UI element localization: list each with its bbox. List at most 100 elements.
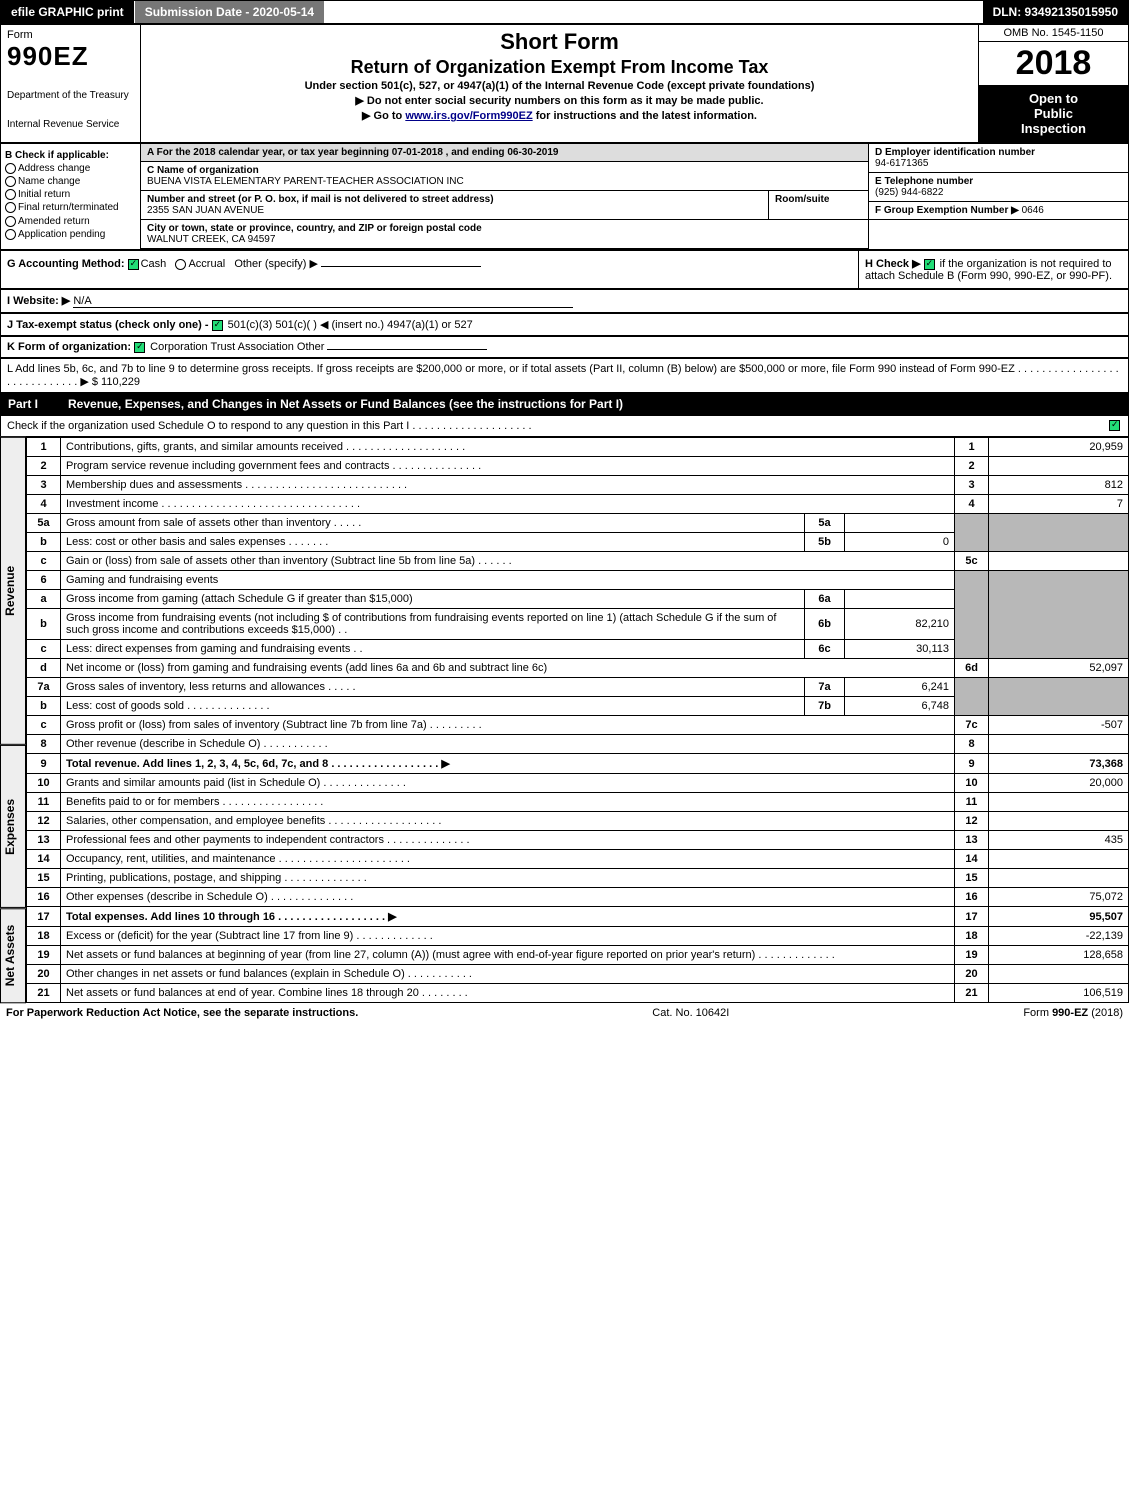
city-label: City or town, state or province, country… xyxy=(147,223,862,234)
page-footer: For Paperwork Reduction Act Notice, see … xyxy=(0,1003,1129,1023)
f-label: F Group Exemption Number ▶ xyxy=(875,205,1019,216)
header-left: Form 990EZ Department of the Treasury In… xyxy=(1,25,141,142)
header-right: OMB No. 1545-1150 2018 Open to Public In… xyxy=(978,25,1128,142)
addr-cell: Number and street (or P. O. box, if mail… xyxy=(141,191,768,219)
chk-schedule-o[interactable] xyxy=(1109,420,1120,431)
i-row: I Website: ▶ N/A xyxy=(0,289,1129,313)
form-label: Form xyxy=(7,29,134,41)
addr: 2355 SAN JUAN AVENUE xyxy=(147,205,762,216)
efile-print-button[interactable]: efile GRAPHIC print xyxy=(1,1,135,23)
row-1: 1Contributions, gifts, grants, and simil… xyxy=(27,438,1129,457)
j-row: J Tax-exempt status (check only one) - 5… xyxy=(0,313,1129,336)
dept-treasury: Department of the Treasury xyxy=(7,90,134,101)
l-val: 110,229 xyxy=(101,376,140,388)
row-14: 14Occupancy, rent, utilities, and mainte… xyxy=(27,850,1129,869)
form-header: Form 990EZ Department of the Treasury In… xyxy=(0,24,1129,143)
goto-link: ▶ Go to www.irs.gov/Form990EZ for instru… xyxy=(151,109,968,122)
k-other-input[interactable] xyxy=(327,349,487,350)
room-label: Room/suite xyxy=(775,194,862,205)
chk-501c3[interactable] xyxy=(212,320,223,331)
k-row: K Form of organization: Corporation Trus… xyxy=(0,336,1129,358)
identity-section: B Check if applicable: Address change Na… xyxy=(0,143,1129,250)
side-revenue: Revenue xyxy=(0,437,26,745)
gh-row: G Accounting Method: Cash Accrual Other … xyxy=(0,250,1129,289)
b-label: B Check if applicable: xyxy=(5,150,136,161)
row-15: 15Printing, publications, postage, and s… xyxy=(27,869,1129,888)
org-name: BUENA VISTA ELEMENTARY PARENT-TEACHER AS… xyxy=(147,176,862,187)
chk-amended-return[interactable]: Amended return xyxy=(5,216,136,227)
c-label: C Name of organization xyxy=(147,165,862,176)
irs-link[interactable]: www.irs.gov/Form990EZ xyxy=(405,110,532,122)
chk-corporation[interactable] xyxy=(134,342,145,353)
chk-accrual[interactable] xyxy=(175,259,186,270)
row-2: 2Program service revenue including gover… xyxy=(27,457,1129,476)
inspection-l2: Public xyxy=(983,106,1124,121)
section-c: A For the 2018 calendar year, or tax yea… xyxy=(141,144,868,249)
chk-address-change[interactable]: Address change xyxy=(5,163,136,174)
form-number: 990EZ xyxy=(7,41,134,72)
section-def: D Employer identification number 94-6171… xyxy=(868,144,1128,249)
ein-field: D Employer identification number 94-6171… xyxy=(869,144,1128,173)
part1-check-row: Check if the organization used Schedule … xyxy=(0,415,1129,437)
section-b: B Check if applicable: Address change Na… xyxy=(1,144,141,249)
g-other: Other (specify) ▶ xyxy=(234,258,318,270)
ssn-warning: ▶ Do not enter social security numbers o… xyxy=(151,94,968,107)
row-8: 8Other revenue (describe in Schedule O) … xyxy=(27,735,1129,754)
chk-final-return[interactable]: Final return/terminated xyxy=(5,202,136,213)
row-5a: 5aGross amount from sale of assets other… xyxy=(27,514,1129,533)
j-opts: 501(c)(3) 501(c)( ) ◀ (insert no.) 4947(… xyxy=(228,319,473,331)
row-5c: cGain or (loss) from sale of assets othe… xyxy=(27,552,1129,571)
part1-label: Part I xyxy=(8,397,68,411)
inspection-l3: Inspection xyxy=(983,121,1124,136)
e-label: E Telephone number xyxy=(875,176,1122,187)
side-expenses: Expenses xyxy=(0,745,26,908)
dept-irs: Internal Revenue Service xyxy=(7,119,134,130)
d-label: D Employer identification number xyxy=(875,147,1122,158)
g-other-input[interactable] xyxy=(321,266,481,267)
ein: 94-6171365 xyxy=(875,158,1122,169)
phone-field: E Telephone number (925) 944-6822 xyxy=(869,173,1128,202)
footer-center: Cat. No. 10642I xyxy=(652,1007,729,1019)
short-form-title: Short Form xyxy=(151,29,968,55)
part1-table: Revenue Expenses Net Assets 1Contributio… xyxy=(0,437,1129,1003)
footer-right: Form 990-EZ (2018) xyxy=(1023,1007,1123,1019)
row-10: 10Grants and similar amounts paid (list … xyxy=(27,774,1129,793)
under-section: Under section 501(c), 527, or 4947(a)(1)… xyxy=(151,80,968,92)
chk-application-pending[interactable]: Application pending xyxy=(5,229,136,240)
dln-label: DLN: 93492135015950 xyxy=(983,1,1128,23)
part1-header: Part I Revenue, Expenses, and Changes in… xyxy=(0,393,1129,415)
inspection-l1: Open to xyxy=(983,91,1124,106)
row-6d: dNet income or (loss) from gaming and fu… xyxy=(27,659,1129,678)
g-section: G Accounting Method: Cash Accrual Other … xyxy=(1,251,858,288)
chk-initial-return[interactable]: Initial return xyxy=(5,189,136,200)
chk-name-change[interactable]: Name change xyxy=(5,176,136,187)
omb-number: OMB No. 1545-1150 xyxy=(979,25,1128,42)
row-21: 21Net assets or fund balances at end of … xyxy=(27,984,1129,1003)
header-center: Short Form Return of Organization Exempt… xyxy=(141,25,978,142)
row-9: 9Total revenue. Add lines 1, 2, 3, 4, 5c… xyxy=(27,754,1129,774)
addr-label: Number and street (or P. O. box, if mail… xyxy=(147,194,762,205)
group-number: 0646 xyxy=(1022,205,1044,216)
row-13: 13Professional fees and other payments t… xyxy=(27,831,1129,850)
submission-date-button[interactable]: Submission Date - 2020-05-14 xyxy=(135,1,325,23)
footer-left: For Paperwork Reduction Act Notice, see … xyxy=(6,1007,358,1019)
tax-period: A For the 2018 calendar year, or tax yea… xyxy=(141,144,868,162)
k-label: K Form of organization: xyxy=(7,341,131,353)
inspection-box: Open to Public Inspection xyxy=(979,85,1128,142)
financial-table: 1Contributions, gifts, grants, and simil… xyxy=(26,437,1129,1003)
g-label: G Accounting Method: xyxy=(7,258,125,270)
row-7a: 7aGross sales of inventory, less returns… xyxy=(27,678,1129,697)
city-cell: City or town, state or province, country… xyxy=(141,220,868,248)
row-20: 20Other changes in net assets or fund ba… xyxy=(27,965,1129,984)
row-7c: cGross profit or (loss) from sales of in… xyxy=(27,716,1129,735)
j-label: J Tax-exempt status (check only one) - xyxy=(7,319,209,331)
l-row: L Add lines 5b, 6c, and 7b to line 9 to … xyxy=(0,358,1129,393)
website-input[interactable]: N/A xyxy=(73,295,573,308)
part1-check-text: Check if the organization used Schedule … xyxy=(7,420,1109,432)
topbar-spacer xyxy=(325,1,982,23)
tax-year: 2018 xyxy=(979,42,1128,85)
row-18: 18Excess or (deficit) for the year (Subt… xyxy=(27,927,1129,946)
chk-cash[interactable] xyxy=(128,259,139,270)
phone: (925) 944-6822 xyxy=(875,187,1122,198)
chk-h[interactable] xyxy=(924,259,935,270)
